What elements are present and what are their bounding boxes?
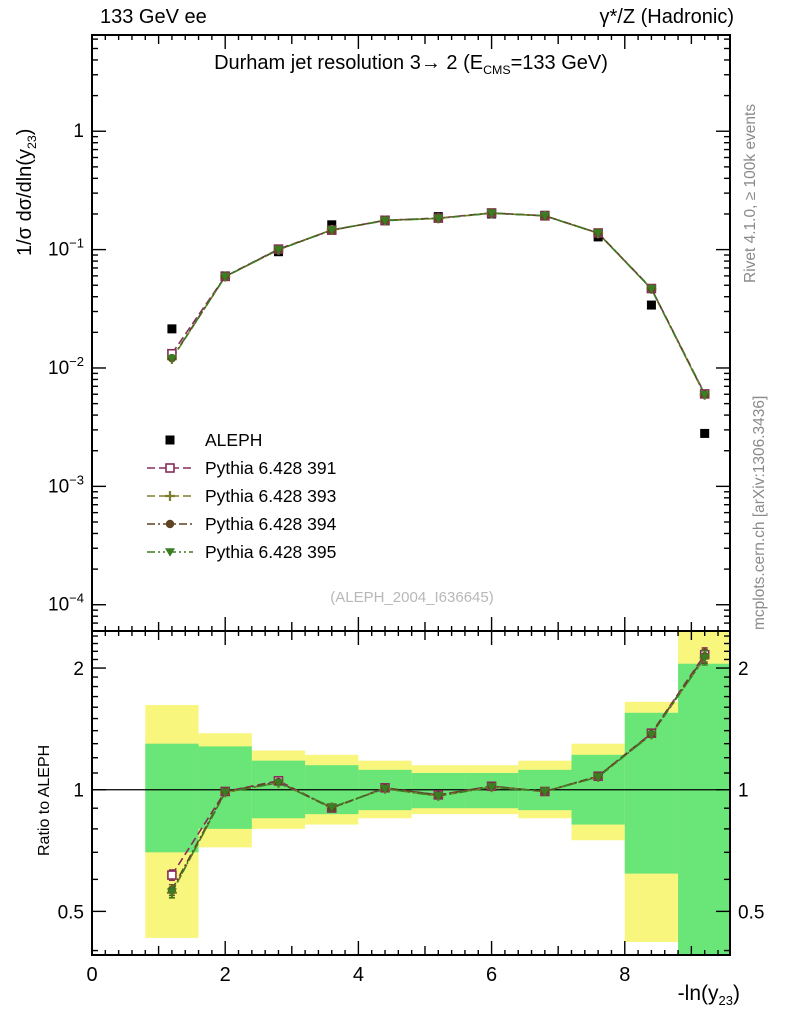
uncertainty-band-inner — [145, 743, 199, 853]
marker-filled-triangle-down — [220, 272, 231, 282]
ytick-label-ratio-right: 1 — [738, 781, 749, 802]
series-points-main-pythia-6-428-395 — [166, 209, 710, 400]
marker-filled-triangle-down — [486, 209, 497, 219]
ytick-label-main: 10−1 — [48, 236, 84, 261]
ratio-panel-frame — [91, 630, 731, 956]
xtick-label: 0 — [86, 964, 97, 986]
plot-title-text: Durham jet resolution 3→ 2 (E — [214, 52, 484, 74]
legend-label: Pythia 6.428 393 — [205, 486, 336, 506]
marker-filled-triangle-down — [593, 229, 604, 238]
marker-filled-triangle-down — [433, 792, 444, 801]
marker-filled-triangle-down — [486, 783, 497, 792]
legend-label: Pythia 6.428 395 — [205, 542, 336, 562]
x-axis-label-subscript: 23 — [718, 993, 733, 1009]
marker-filled-triangle-down — [380, 216, 391, 226]
marker-filled-triangle-down — [646, 730, 657, 740]
marker-filled-triangle-down — [699, 390, 710, 400]
y-axis-label-ratio: Ratio to ALEPH — [36, 744, 53, 856]
x-axis-label: -ln(y23) — [678, 982, 740, 1008]
y-axis-label-main-tail: ) — [14, 128, 36, 136]
marker-filled-triangle-down — [539, 787, 550, 797]
marker-filled-triangle-down — [699, 654, 710, 663]
legend-label: Pythia 6.428 394 — [205, 514, 337, 534]
uncertainty-band-inner — [624, 712, 679, 874]
plot-title-subscript: CMS — [483, 63, 511, 77]
uncertainty-band-inner — [678, 663, 730, 955]
mcplots-reference-note: mcplots.cern.ch [arXiv:1306.3436] — [751, 395, 768, 630]
marker-filled-triangle-down — [380, 785, 391, 794]
ytick-label-main: 1 — [73, 121, 84, 142]
y-axis-label-main-text: 1/σ dσ/dln(y — [14, 149, 36, 256]
y-axis-label-main-subscript: 23 — [25, 135, 39, 150]
marker-open-square — [167, 870, 177, 880]
main-panel-frame — [91, 34, 731, 632]
marker-filled-square — [165, 435, 175, 445]
ytick-label-ratio-left: 0.5 — [58, 902, 84, 923]
marker-filled-triangle-down — [273, 245, 284, 255]
process-label: γ*/Z (Hadronic) — [599, 6, 734, 28]
marker-filled-triangle-down — [326, 803, 337, 813]
marker-filled-triangle-down — [165, 548, 175, 557]
marker-filled-triangle-down — [539, 211, 550, 221]
marker-filled-triangle-down — [273, 779, 284, 788]
beam-energy-label: 133 GeV ee — [100, 6, 207, 28]
marker-filled-triangle-down — [166, 354, 177, 364]
x-axis-label-tail: ) — [733, 982, 740, 1005]
legend-label: ALEPH — [205, 430, 262, 450]
ytick-label-ratio-left: 1 — [73, 781, 84, 802]
series-points-main-aleph — [167, 209, 710, 438]
marker-open-square — [165, 463, 175, 473]
x-axis-label-text: -ln(y — [677, 982, 719, 1005]
marker-filled-square — [167, 324, 177, 334]
ytick-label-main: 10−2 — [48, 354, 84, 379]
legend-item-pythia-6-428-391: Pythia 6.428 391 — [147, 458, 336, 478]
ytick-label-main: 10−3 — [48, 472, 84, 497]
y-axis-label-main: 1/σ dσ/dln(y23) — [14, 129, 39, 256]
marker-filled-triangle-down — [593, 773, 604, 782]
ytick-label-main: 10−4 — [48, 591, 84, 616]
xtick-label: 8 — [619, 964, 630, 986]
marker-filled-triangle-down — [433, 214, 444, 224]
marker-filled-triangle-down — [166, 888, 177, 897]
xtick-label: 6 — [486, 964, 497, 986]
marker-filled-triangle-down — [220, 788, 231, 798]
legend-label: Pythia 6.428 391 — [205, 458, 336, 478]
ytick-label-ratio-right: 0.5 — [738, 902, 764, 923]
xtick-label: 4 — [353, 964, 364, 986]
series-points-main-pythia-6-428-391 — [167, 208, 710, 399]
legend-item-aleph: ALEPH — [165, 430, 262, 450]
marker-filled-circle — [165, 519, 175, 529]
rivet-version-note: Rivet 4.1.0, ≥ 100k events — [742, 103, 759, 283]
series-line-main — [171, 212, 706, 396]
series-line-main — [171, 212, 706, 396]
marker-filled-square — [700, 428, 710, 438]
ytick-label-ratio-right: 2 — [738, 659, 749, 680]
marker-filled-triangle-down — [646, 285, 657, 294]
plot-title: Durham jet resolution 3→ 2 (ECMS=133 GeV… — [92, 52, 730, 77]
series-points-ratio-pythia-6-428-395 — [166, 650, 710, 899]
xtick-label: 2 — [220, 964, 231, 986]
marker-open-cross — [165, 491, 175, 501]
plot-title-tail: =133 GeV) — [510, 52, 608, 74]
legend-item-pythia-6-428-395: Pythia 6.428 395 — [147, 542, 336, 562]
analysis-id-watermark: (ALEPH_2004_I636645) — [330, 589, 494, 606]
ytick-label-ratio-left: 2 — [73, 659, 84, 680]
series-line-ratio — [171, 657, 706, 893]
legend-item-pythia-6-428-394: Pythia 6.428 394 — [147, 514, 337, 534]
marker-filled-square — [646, 300, 656, 310]
marker-filled-square — [327, 220, 337, 230]
marker-filled-triangle-down — [326, 226, 337, 235]
series-points-main-pythia-6-428-393 — [166, 208, 710, 400]
series-points-main-pythia-6-428-394 — [167, 208, 709, 399]
series-line-main — [171, 212, 706, 395]
series-line-main — [171, 212, 706, 395]
legend-item-pythia-6-428-393: Pythia 6.428 393 — [147, 486, 336, 506]
